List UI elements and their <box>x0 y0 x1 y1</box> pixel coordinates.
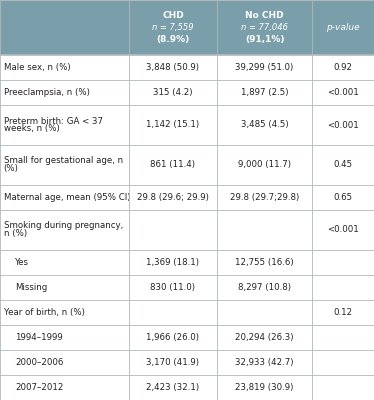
Bar <box>0 300 374 325</box>
Text: Preterm birth: GA < 37: Preterm birth: GA < 37 <box>4 116 103 126</box>
Text: (%): (%) <box>4 164 19 174</box>
Text: 315 (4.2): 315 (4.2) <box>153 88 193 97</box>
Text: 23,819 (30.9): 23,819 (30.9) <box>235 383 294 392</box>
Text: CHD: CHD <box>162 11 184 20</box>
Text: Smoking during pregnancy,: Smoking during pregnancy, <box>4 222 123 230</box>
Text: No CHD: No CHD <box>245 11 284 20</box>
Text: (8.9%): (8.9%) <box>156 35 190 44</box>
Bar <box>0 80 374 105</box>
Bar <box>0 105 374 145</box>
Text: Year of birth, n (%): Year of birth, n (%) <box>4 308 85 317</box>
Text: 9,000 (11.7): 9,000 (11.7) <box>238 160 291 170</box>
Text: Small for gestational age, n: Small for gestational age, n <box>4 156 123 166</box>
Text: n = 7,559: n = 7,559 <box>152 23 194 32</box>
Text: p-value: p-value <box>327 23 360 32</box>
Bar <box>0 210 374 250</box>
Text: 29.8 (29.7;29.8): 29.8 (29.7;29.8) <box>230 193 299 202</box>
Text: 12,755 (16.6): 12,755 (16.6) <box>235 258 294 267</box>
Bar <box>0 275 374 300</box>
Bar <box>312 0 374 55</box>
Bar <box>129 0 217 55</box>
Bar <box>0 350 374 375</box>
Bar <box>0 185 374 210</box>
Text: (91,1%): (91,1%) <box>245 35 284 44</box>
Text: <0.001: <0.001 <box>327 120 359 130</box>
Text: 39,299 (51.0): 39,299 (51.0) <box>236 63 294 72</box>
Bar <box>217 0 312 55</box>
Text: Maternal age, mean (95% CI): Maternal age, mean (95% CI) <box>4 193 130 202</box>
Text: 0.65: 0.65 <box>334 193 353 202</box>
Text: 861 (11.4): 861 (11.4) <box>150 160 196 170</box>
Text: 3,170 (41.9): 3,170 (41.9) <box>147 358 199 367</box>
Text: 3,485 (4.5): 3,485 (4.5) <box>241 120 288 130</box>
Text: 1,369 (18.1): 1,369 (18.1) <box>147 258 199 267</box>
Text: Missing: Missing <box>15 283 47 292</box>
Bar <box>0 145 374 185</box>
Text: Yes: Yes <box>15 258 29 267</box>
Text: 2000–2006: 2000–2006 <box>15 358 63 367</box>
Text: 2007–2012: 2007–2012 <box>15 383 63 392</box>
Text: 1,897 (2.5): 1,897 (2.5) <box>241 88 288 97</box>
Bar <box>0 250 374 275</box>
Text: 0.92: 0.92 <box>334 63 353 72</box>
Text: 1994–1999: 1994–1999 <box>15 333 63 342</box>
Text: n = 77,046: n = 77,046 <box>241 23 288 32</box>
Text: 20,294 (26.3): 20,294 (26.3) <box>235 333 294 342</box>
Text: weeks, n (%): weeks, n (%) <box>4 124 59 134</box>
Text: 0.12: 0.12 <box>334 308 353 317</box>
Text: 0.45: 0.45 <box>334 160 353 170</box>
Text: 8,297 (10.8): 8,297 (10.8) <box>238 283 291 292</box>
Text: 29.8 (29.6; 29.9): 29.8 (29.6; 29.9) <box>137 193 209 202</box>
Text: 32,933 (42.7): 32,933 (42.7) <box>235 358 294 367</box>
Text: <0.001: <0.001 <box>327 88 359 97</box>
Bar <box>0 55 374 80</box>
Text: <0.001: <0.001 <box>327 226 359 234</box>
Text: 2,423 (32.1): 2,423 (32.1) <box>146 383 200 392</box>
Bar <box>0 325 374 350</box>
Text: Male sex, n (%): Male sex, n (%) <box>4 63 70 72</box>
Bar <box>0 0 129 55</box>
Bar <box>0 375 374 400</box>
Text: 830 (11.0): 830 (11.0) <box>150 283 196 292</box>
Text: 3,848 (50.9): 3,848 (50.9) <box>147 63 199 72</box>
Text: 1,142 (15.1): 1,142 (15.1) <box>146 120 200 130</box>
Text: Preeclampsia, n (%): Preeclampsia, n (%) <box>4 88 90 97</box>
Text: n (%): n (%) <box>4 230 27 238</box>
Text: 1,966 (26.0): 1,966 (26.0) <box>147 333 199 342</box>
